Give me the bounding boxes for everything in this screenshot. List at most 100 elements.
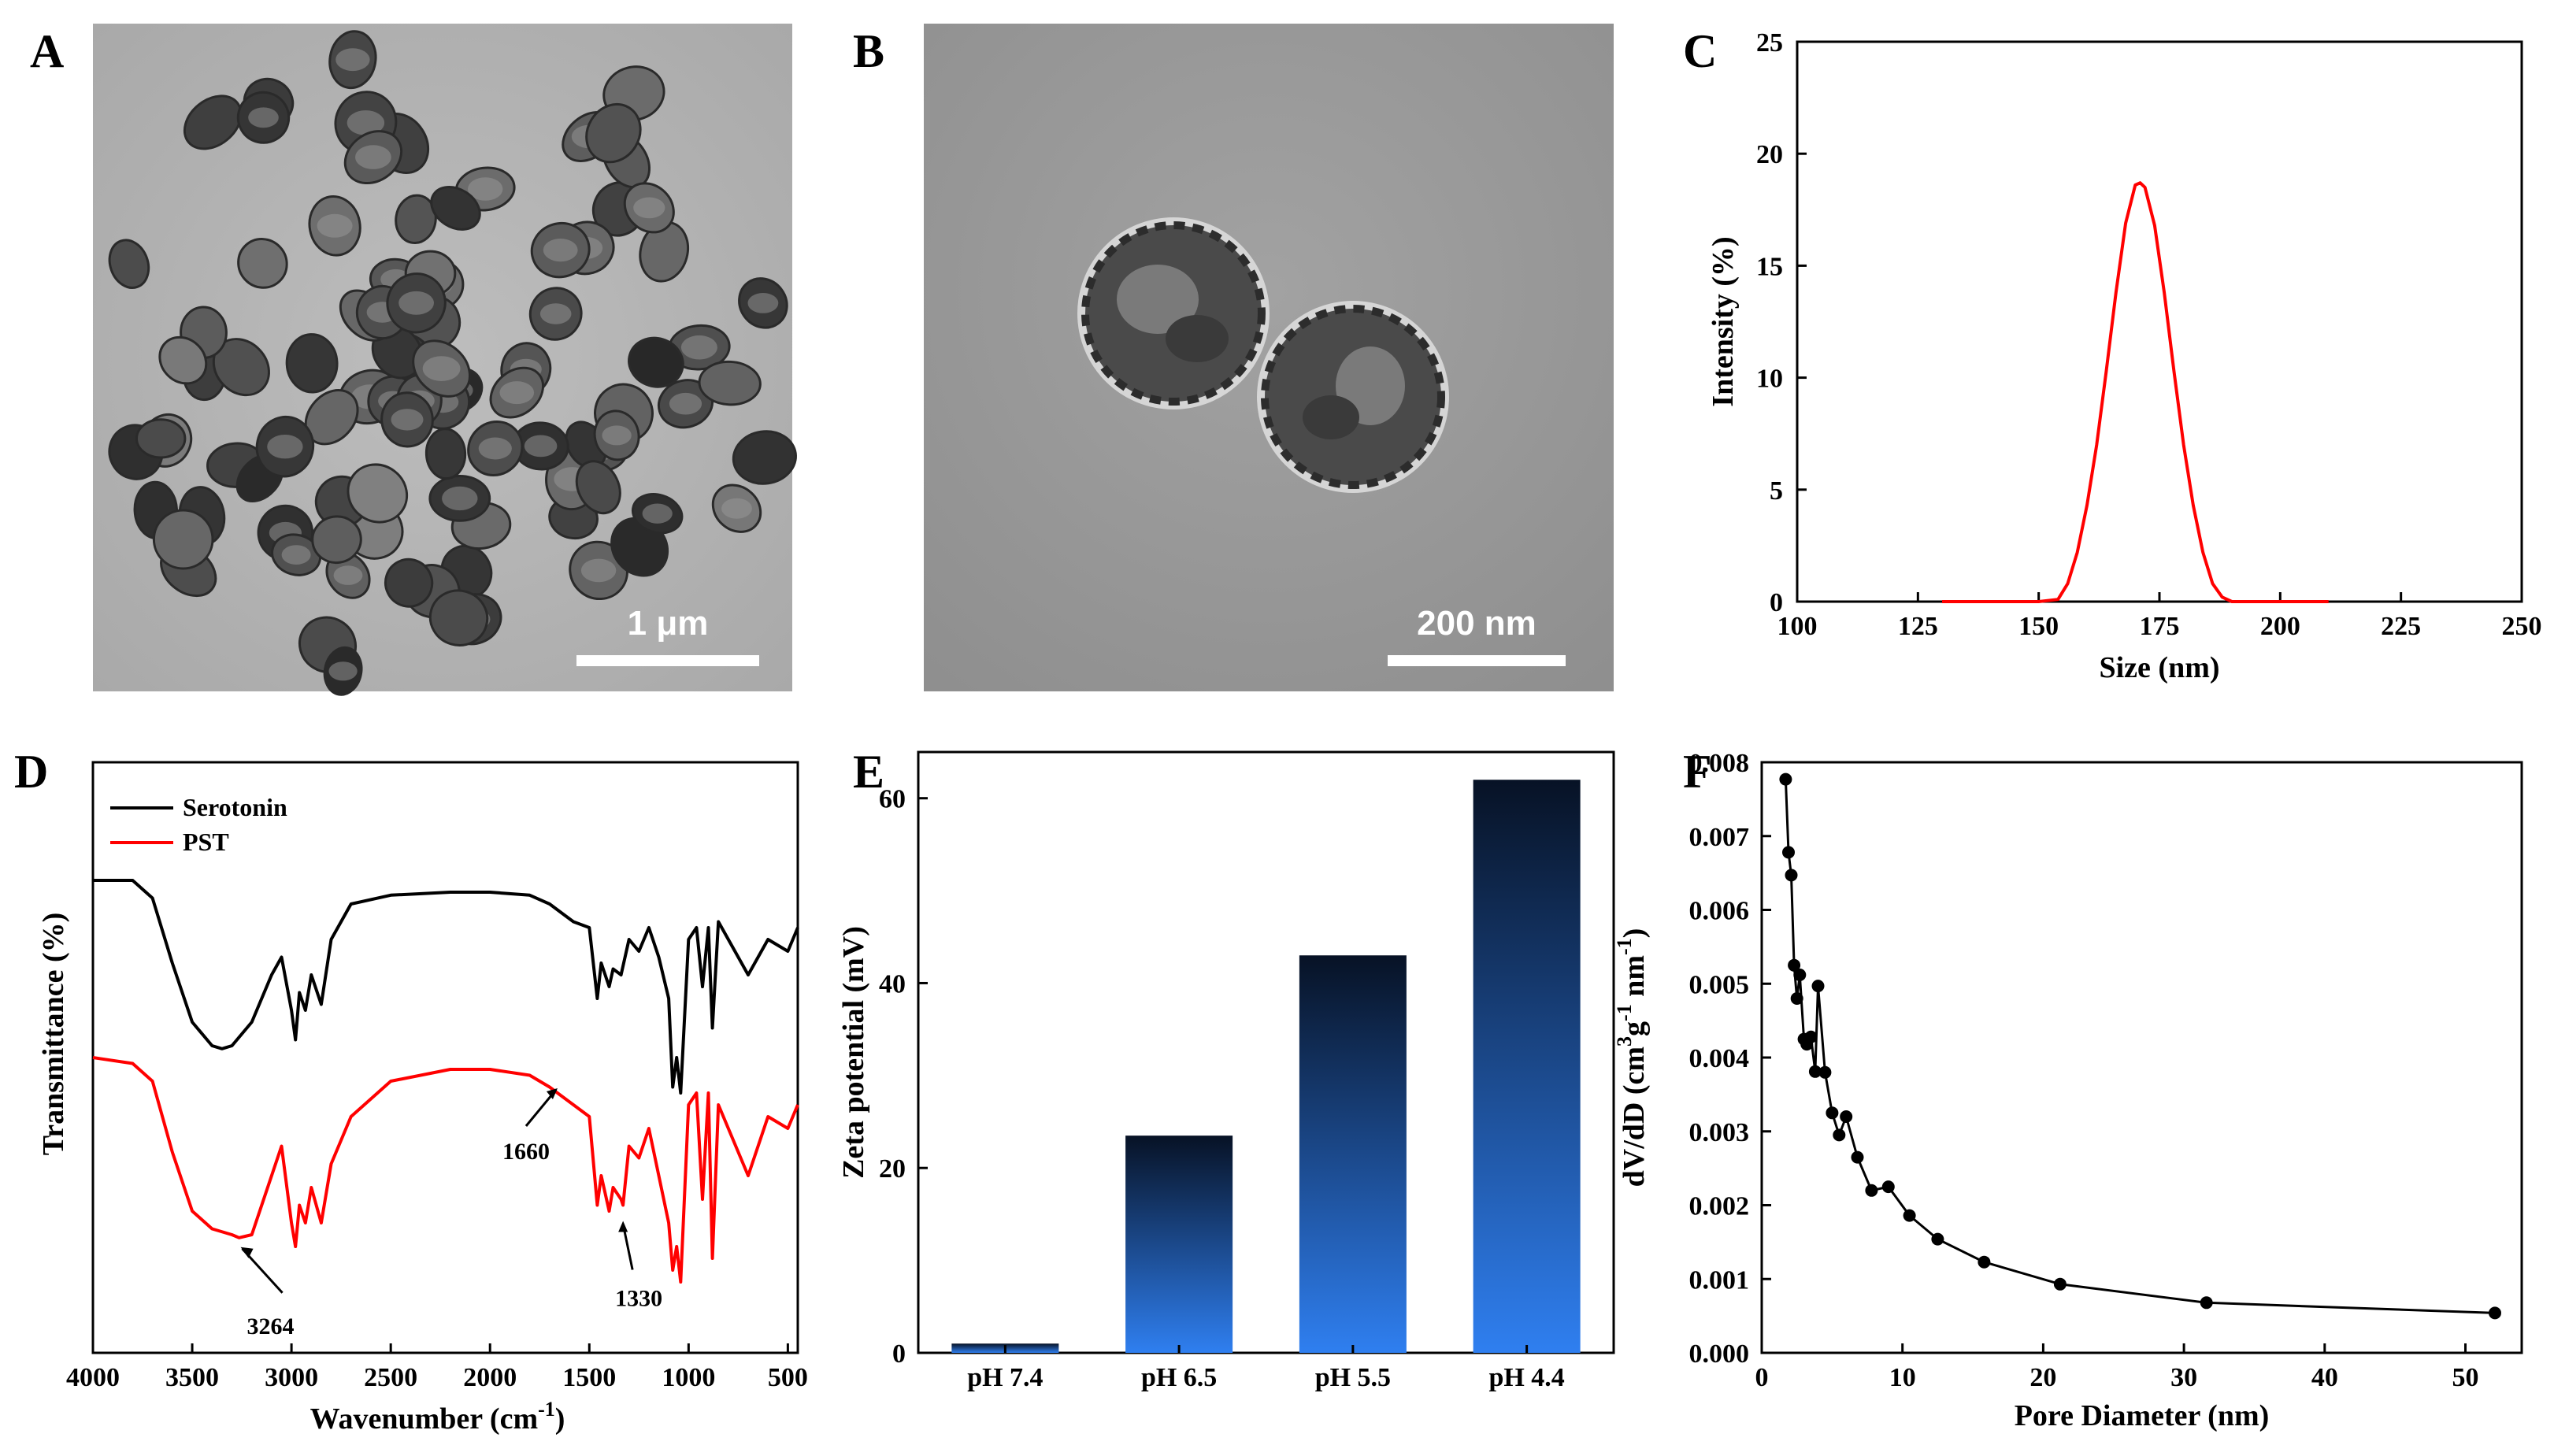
x-tick-label: pH 5.5: [1315, 1363, 1391, 1392]
y-tick-label: 0.000: [1689, 1339, 1750, 1369]
annotation-arrowhead: [546, 1088, 558, 1099]
data-point: [1818, 1065, 1832, 1079]
annotation-label: 1330: [615, 1286, 662, 1312]
x-tick-label: 30: [2170, 1363, 2197, 1392]
particle-core: [602, 425, 632, 446]
x-axis-label-end: ): [555, 1402, 565, 1436]
particle: [424, 428, 467, 480]
particle-core: [355, 145, 391, 169]
particle-core: [333, 565, 363, 585]
y-axis-label: Intensity (%): [1707, 236, 1740, 406]
nanoparticle-2: [1257, 301, 1449, 493]
x-tick-label: 2000: [463, 1363, 517, 1392]
bar: [1473, 780, 1581, 1353]
panel-label-d: D: [14, 746, 48, 798]
panel-label-b: B: [853, 25, 884, 77]
x-tick-label: 3000: [265, 1363, 318, 1392]
y-axis-label-part: -1: [1613, 938, 1636, 955]
legend-label: PST: [183, 828, 229, 856]
y-axis-label-part: dV/dD (cm: [1618, 1047, 1651, 1187]
scale-bar-b: [1388, 655, 1566, 666]
data-point: [1811, 980, 1825, 993]
particle-core: [335, 48, 370, 72]
series-line: [93, 879, 799, 1095]
data-point: [1978, 1255, 1991, 1269]
particle-core: [539, 303, 572, 324]
particle-core: [580, 558, 617, 583]
series-line: [1942, 181, 2329, 603]
y-tick-label: 0.001: [1689, 1265, 1750, 1295]
particle-core: [721, 498, 752, 519]
particle: [135, 418, 187, 459]
y-tick-label: 0.002: [1689, 1192, 1750, 1221]
x-tick-label: 150: [2018, 612, 2059, 641]
y-tick-label: 0.003: [1689, 1118, 1750, 1147]
panel-label-e: E: [853, 746, 884, 798]
particle: [575, 460, 621, 515]
particle-core: [398, 291, 434, 315]
scale-bar-a: [576, 655, 759, 666]
x-tick-label: pH 6.5: [1141, 1363, 1217, 1392]
particle: [384, 558, 434, 608]
particle: [585, 102, 642, 164]
data-point: [1804, 1030, 1818, 1043]
bar: [1299, 955, 1407, 1353]
panel-label-a: A: [30, 25, 64, 77]
tem-micrograph-b: 200 nm: [924, 24, 1614, 691]
nanoparticle-1: [1077, 217, 1270, 409]
particle: [698, 360, 762, 406]
particle: [347, 463, 409, 524]
particle-core: [422, 356, 461, 381]
particle: [108, 239, 150, 289]
bar: [1125, 1136, 1233, 1353]
y-axis-label-part: -1: [1613, 1004, 1636, 1021]
scale-label-a: 1 μm: [628, 604, 709, 643]
data-point: [1808, 1065, 1822, 1078]
tem-micrograph-a: 1 μm: [93, 24, 797, 696]
particle-core: [524, 435, 558, 458]
y-tick-label: 15: [1756, 252, 1783, 281]
y-tick-label: 60: [879, 785, 906, 814]
y-tick-label: 0.005: [1689, 970, 1750, 999]
particle-core: [328, 661, 358, 681]
particle: [152, 509, 214, 570]
particle-core: [478, 437, 512, 460]
x-tick-label: pH 7.4: [967, 1363, 1043, 1392]
data-point: [1865, 1184, 1878, 1197]
particle: [158, 335, 208, 385]
particle-core: [669, 392, 702, 415]
x-tick-label: 20: [2029, 1363, 2056, 1392]
panel-label-f: F: [1683, 746, 1712, 798]
annotation-label: 1660: [502, 1139, 550, 1165]
plot-frame: [1796, 40, 2523, 603]
particle-core: [391, 409, 424, 431]
particle-core: [317, 213, 353, 238]
particle-core: [281, 545, 311, 565]
x-axis-label-sup: -1: [538, 1398, 555, 1421]
data-point: [1851, 1150, 1864, 1164]
x-tick-label: 200: [2260, 612, 2300, 641]
data-point: [2489, 1306, 2501, 1320]
data-point: [2053, 1277, 2067, 1291]
particle-core: [747, 293, 779, 313]
x-tick-label: 125: [1898, 612, 1938, 641]
particle-core: [499, 381, 535, 405]
particle-core: [468, 177, 503, 201]
y-tick-label: 0.008: [1689, 749, 1750, 778]
x-tick-label: 1000: [662, 1363, 715, 1392]
legend-label: Serotonin: [183, 793, 287, 821]
y-tick-label: 40: [879, 969, 906, 998]
particle-core: [633, 197, 665, 219]
particle: [430, 185, 481, 231]
y-axis-label-part: 3: [1613, 1036, 1636, 1047]
particle: [628, 336, 684, 388]
data-point: [1782, 846, 1795, 859]
x-tick-label: 500: [768, 1363, 808, 1392]
data-point: [1903, 1209, 1916, 1222]
x-tick-label: 175: [2140, 612, 2180, 641]
data-point: [1793, 969, 1807, 981]
data-point: [1779, 772, 1792, 786]
particle: [311, 515, 362, 565]
panel-label-c: C: [1683, 25, 1717, 77]
